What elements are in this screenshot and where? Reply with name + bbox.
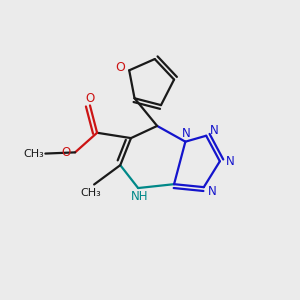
Text: N: N xyxy=(182,127,190,140)
Text: O: O xyxy=(115,61,125,74)
Text: O: O xyxy=(61,146,71,159)
Text: N: N xyxy=(226,155,235,168)
Text: CH₃: CH₃ xyxy=(23,148,44,159)
Text: N: N xyxy=(210,124,219,137)
Text: NH: NH xyxy=(131,190,148,203)
Text: O: O xyxy=(85,92,94,105)
Text: CH₃: CH₃ xyxy=(81,188,101,198)
Text: N: N xyxy=(208,185,217,198)
